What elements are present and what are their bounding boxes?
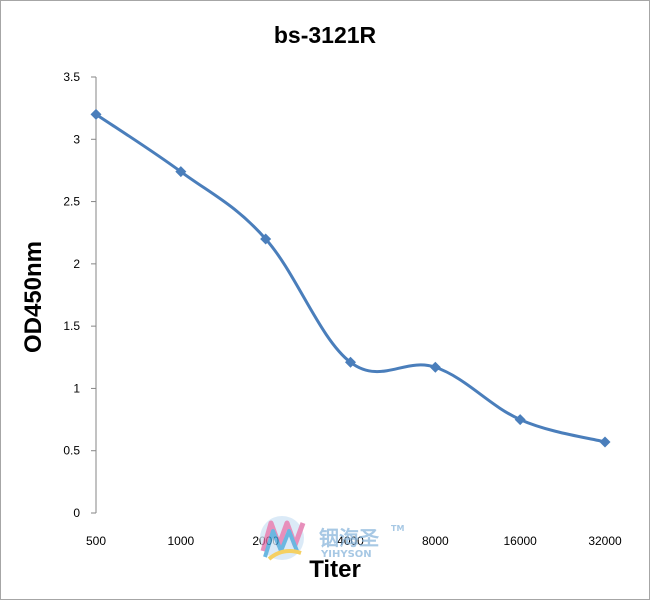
x-axis-label: Titer <box>309 556 361 583</box>
series-markers <box>90 108 611 448</box>
y-tick-label: 3 <box>73 132 80 146</box>
data-point-marker <box>429 361 441 373</box>
y-axis-label: OD450nm <box>20 241 47 353</box>
y-tick-label: 3.5 <box>63 70 80 84</box>
x-tick-label: 500 <box>86 534 106 548</box>
data-point-marker <box>514 414 526 426</box>
y-tick-label: 2 <box>73 257 80 271</box>
watermark-tm: TM <box>391 524 404 533</box>
data-point-marker <box>90 108 102 120</box>
x-tick-label: 32000 <box>588 534 622 548</box>
watermark: 铟海圣 TM YIHYSON <box>260 516 404 561</box>
data-point-marker <box>599 436 611 448</box>
yihyson-logo-icon <box>260 516 306 561</box>
y-tick-label: 0.5 <box>63 444 80 458</box>
x-tick-label: 4000 <box>337 534 364 548</box>
data-point-marker <box>260 233 272 245</box>
chart-title: bs-3121R <box>274 22 377 48</box>
x-tick-label: 16000 <box>503 534 537 548</box>
watermark-brand-en: YIHYSON <box>320 549 372 560</box>
watermark-brand-cn: 铟海圣 <box>319 526 380 550</box>
data-point-marker <box>345 356 356 368</box>
y-axis-ticks: 0 0.5 1 1.5 2 2.5 3 3.5 <box>63 70 96 520</box>
series-line <box>94 112 607 444</box>
y-tick-label: 0 <box>73 506 80 520</box>
y-tick-label: 1 <box>73 381 80 395</box>
x-tick-label: 1000 <box>167 534 194 548</box>
data-point-marker <box>175 166 187 178</box>
x-tick-label: 8000 <box>422 534 449 548</box>
y-tick-label: 2.5 <box>63 195 80 209</box>
y-tick-label: 1.5 <box>63 319 80 333</box>
